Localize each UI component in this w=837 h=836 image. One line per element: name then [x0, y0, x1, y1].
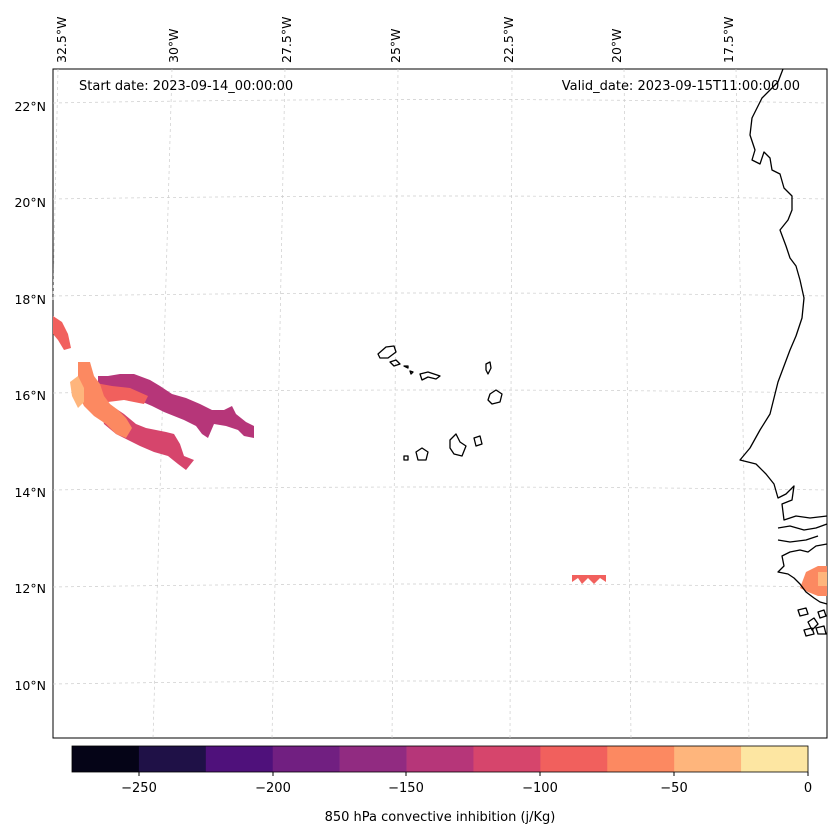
lat-label: 14°N	[14, 485, 46, 500]
africa-coastline	[739, 68, 828, 521]
lon-label: 25°W	[388, 28, 403, 63]
island-santa-luzia	[403, 365, 414, 375]
colorbar-tick-label: −200	[255, 781, 291, 796]
colorbar-frame	[71, 745, 809, 773]
lat-label: 20°N	[14, 195, 46, 210]
island-brava	[403, 455, 409, 461]
island-fogo	[415, 447, 429, 461]
colorbar-tick-label: −250	[121, 781, 157, 796]
start-date-label: Start date: 2023-09-14_00:00:00	[79, 79, 293, 94]
lon-label: 20°W	[609, 28, 624, 63]
lat-label: 22°N	[14, 99, 46, 114]
colorbar-swatch	[674, 746, 742, 772]
island-santiago	[449, 433, 467, 457]
colorbar-swatch	[272, 746, 340, 772]
cin-area-core	[78, 362, 132, 438]
lon-label: 30°W	[166, 28, 181, 63]
colorbar-swatch	[473, 746, 541, 772]
colorbar: −250 −200 −150 −100 −50 0 850 hPa convec…	[71, 745, 812, 825]
colorbar-swatch	[138, 746, 207, 772]
africa-coast-south	[777, 543, 828, 605]
colorbar-swatch	[540, 746, 608, 772]
island-sao-vicente	[389, 359, 401, 367]
cin-area-west-edge	[53, 316, 71, 350]
colorbar-tick-label: −100	[522, 781, 558, 796]
colorbar-swatch	[339, 746, 407, 772]
island-maio	[473, 435, 483, 447]
latitude-labels: 22°N 20°N 18°N 16°N 14°N 12°N 10°N	[14, 99, 46, 693]
colorbar-swatch	[741, 746, 809, 772]
lon-label: 17.5°W	[721, 17, 736, 63]
colorbar-ticks	[138, 772, 809, 776]
cin-area-main-band	[98, 374, 254, 438]
colorbar-tick-label: 0	[804, 781, 812, 796]
gambia-inlet	[777, 523, 828, 543]
colorbar-swatch	[72, 746, 140, 772]
island-sal	[485, 361, 492, 375]
lat-label: 10°N	[14, 678, 46, 693]
cin-area-south-patch	[572, 575, 606, 584]
lat-label: 16°N	[14, 388, 46, 403]
island-santo-antao	[377, 345, 397, 359]
colorbar-swatch	[406, 746, 474, 772]
coastlines	[377, 68, 828, 637]
colorbar-tick-label: −50	[660, 781, 687, 796]
valid-date-label: Valid_date: 2023-09-15T11:00:00.00	[562, 79, 800, 94]
colorbar-title: 850 hPa convective inhibition (j/Kg)	[325, 810, 556, 825]
lon-label: 22.5°W	[501, 17, 516, 63]
cin-area-core-light	[70, 376, 84, 408]
cin-area-coast-east-light	[818, 572, 827, 586]
island-boa-vista	[487, 389, 503, 405]
colorbar-swatch	[607, 746, 675, 772]
colorbar-tick-label: −150	[388, 781, 424, 796]
lon-label: 32.5°W	[54, 17, 69, 63]
longitude-labels: 32.5°W 30°W 27.5°W 25°W 22.5°W 20°W 17.5…	[54, 17, 736, 63]
colorbar-swatch	[205, 746, 274, 772]
bijagos-islands	[797, 607, 827, 637]
cin-contours	[53, 316, 827, 596]
lat-label: 18°N	[14, 292, 46, 307]
lat-label: 12°N	[14, 581, 46, 596]
island-sao-nicolau	[419, 371, 441, 381]
lon-label: 27.5°W	[279, 17, 294, 63]
colorbar-swatches	[72, 746, 809, 772]
